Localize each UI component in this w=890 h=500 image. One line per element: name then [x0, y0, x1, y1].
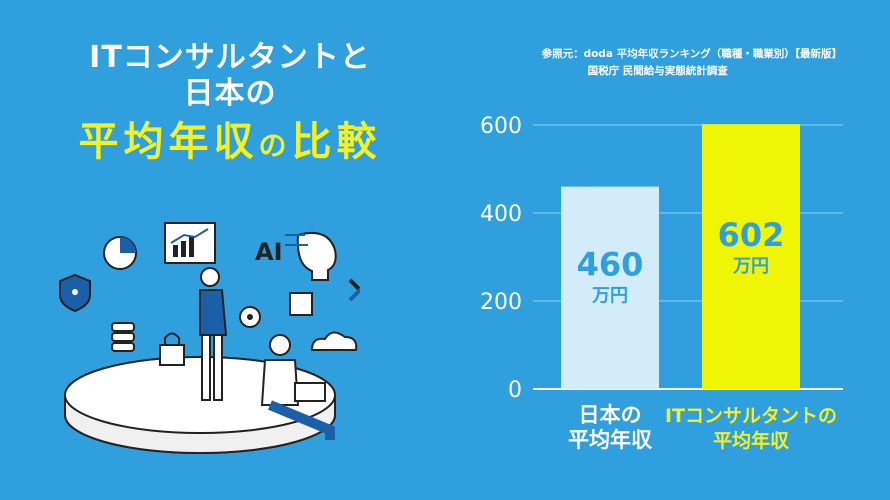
title-line-2: 日本の — [183, 76, 277, 111]
source-line-2: 国税庁 民間給与実態統計調査 — [587, 65, 728, 77]
x-category-label: 平均年収 — [568, 428, 653, 452]
x-category-label: 日本の — [579, 403, 642, 427]
y-tick-label: 600 — [480, 114, 522, 139]
y-tick-label: 0 — [508, 378, 522, 403]
business-illustration: AI — [59, 222, 360, 454]
title-part-2: 比較 — [291, 119, 382, 165]
y-tick-label: 200 — [480, 290, 522, 315]
bar-unit-label: 万円 — [591, 286, 628, 307]
bar-value-label: 460 — [577, 246, 644, 284]
title-particle: の — [258, 129, 292, 162]
title-line-3: 平均年収の比較 — [20, 114, 440, 174]
y-tick-label: 400 — [480, 202, 522, 227]
source-note: 参照元：doda 平均年収ランキング（職種・職業別）【最新版】 国税庁 民間給与… — [542, 46, 842, 80]
cloud-icon — [310, 331, 358, 351]
sitting-person-with-laptop — [260, 334, 335, 440]
bar-value-label: 602 — [718, 216, 785, 254]
server-icon — [111, 322, 135, 352]
title-block: ITコンサルタントと 日本の 平均年収の比較 — [20, 40, 440, 174]
title-part-1: 平均年収 — [78, 119, 259, 165]
bar — [702, 124, 800, 390]
title-line-1: ITコンサルタントと — [89, 40, 371, 75]
gear-icon — [239, 306, 261, 328]
lock-icon — [159, 332, 185, 366]
bar-chart-icon — [164, 222, 216, 264]
standing-person — [199, 267, 228, 401]
x-category-label: ITコンサルタントの — [665, 405, 837, 427]
x-category-label: 平均年収 — [713, 429, 790, 452]
shield-icon — [59, 273, 91, 313]
bar — [561, 186, 659, 389]
brain-head-icon — [285, 231, 337, 281]
pie-chart-icon — [103, 236, 137, 270]
source-line-1: 参照元：doda 平均年収ランキング（職種・職業別）【最新版】 — [541, 48, 842, 60]
chip-icon — [289, 292, 313, 316]
tools-icon — [348, 278, 360, 302]
bar-unit-label: 万円 — [732, 256, 769, 277]
ai-icon: AI — [255, 238, 283, 266]
